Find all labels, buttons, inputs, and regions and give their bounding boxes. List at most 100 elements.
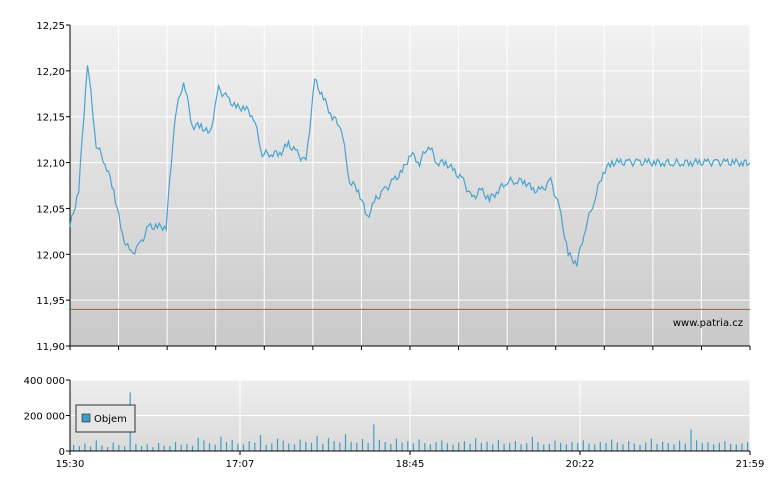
volume-bar (95, 440, 97, 451)
price-line (69, 65, 751, 267)
volume-bar (424, 443, 426, 451)
volume-bar (639, 444, 641, 451)
volume-bar (265, 444, 267, 451)
volume-bar (322, 443, 324, 451)
volume-bar (571, 441, 573, 451)
volume-bar (101, 445, 103, 451)
volume-bar (316, 435, 318, 451)
volume-bar (174, 441, 177, 451)
volume-bar (237, 443, 239, 451)
volume-bar (333, 441, 335, 451)
volume-bar (730, 443, 732, 451)
volume-bar (503, 443, 505, 451)
volume-bar (684, 443, 686, 451)
volume-bar (469, 443, 471, 451)
volume-bar (118, 445, 120, 451)
x-tick-label: 20:22 (566, 459, 595, 470)
volume-bar (90, 446, 92, 451)
volume-bar (197, 437, 199, 451)
volume-bar (537, 442, 539, 451)
volume-bar (231, 440, 233, 451)
volume-bar (673, 444, 675, 451)
volume-bar (78, 446, 80, 451)
volume-bar (271, 443, 273, 451)
volume-bar (645, 442, 647, 451)
volume-bar (378, 440, 380, 451)
price-y-axis: 12,25 12,20 12,15 12,10 12,05 12,00 11,95 11,90 (36, 21, 71, 353)
volume-y-tick-label: 400 000 (24, 376, 65, 387)
volume-bar (373, 424, 375, 451)
price-y-tick-label: 12,15 (36, 113, 65, 124)
volume-bar (390, 443, 392, 451)
volume-bar (565, 444, 567, 451)
volume-bar (492, 444, 494, 451)
volume-bar (288, 443, 290, 451)
x-tick-label: 18:45 (396, 459, 425, 470)
volume-bar (497, 440, 499, 451)
volume-bar (747, 442, 749, 451)
volume-bar (350, 441, 352, 451)
volume-bar (146, 444, 148, 451)
volume-bar (475, 438, 477, 451)
legend-swatch (81, 413, 91, 423)
volume-bar (452, 444, 454, 451)
volume-y-tick-label: 0 (59, 447, 65, 458)
volume-bar (356, 442, 358, 451)
volume-bar (305, 441, 307, 451)
volume-bar (599, 442, 601, 451)
volume-bar (594, 444, 596, 451)
volume-bar (141, 446, 143, 451)
volume-bar (582, 440, 584, 451)
volume-bar (650, 438, 652, 451)
volume-bar (480, 443, 482, 451)
price-y-tick-label: 12,20 (36, 67, 65, 78)
volume-bar (446, 443, 448, 451)
price-y-tick-label: 11,95 (36, 296, 65, 307)
volume-bar (73, 444, 75, 451)
volume-bars (73, 392, 749, 451)
volume-bar (486, 441, 488, 451)
volume-bar (656, 443, 658, 451)
volume-legend: Objem (75, 404, 136, 433)
volume-bar (458, 442, 460, 451)
volume-bar (622, 444, 624, 451)
volume-bar (152, 447, 154, 451)
volume-bar (707, 442, 709, 451)
volume-bar (718, 442, 720, 451)
volume-bar (107, 447, 109, 451)
volume-bar (514, 441, 516, 451)
volume-bar (158, 443, 160, 451)
volume-bar (220, 436, 222, 451)
volume-bar (293, 444, 296, 451)
volume-bar (361, 438, 364, 451)
watermark: www.patria.cz (673, 318, 743, 329)
volume-bar (339, 442, 341, 451)
volume-bar (254, 442, 256, 451)
volume-bar (135, 443, 137, 451)
volume-bar (384, 442, 386, 451)
volume-bar (169, 446, 171, 451)
volume-bar (560, 442, 562, 451)
volume-bar (690, 429, 692, 451)
volume-bar (191, 445, 194, 451)
price-x-tick-marks (69, 345, 751, 350)
volume-bar (633, 443, 635, 451)
volume-bar (724, 441, 726, 451)
volume-bar (84, 443, 86, 451)
volume-bar (163, 445, 165, 451)
volume-bar (407, 441, 409, 451)
volume-bar (124, 446, 126, 451)
volume-bar (605, 443, 607, 451)
volume-bar (520, 444, 522, 451)
volume-bar (276, 438, 279, 451)
volume-bar (662, 441, 664, 451)
volume-bar (531, 436, 533, 451)
legend-label: Objem (94, 414, 127, 425)
volume-bar (696, 440, 698, 451)
volume-bar (679, 440, 681, 451)
volume-bar (395, 438, 397, 451)
volume-y-tick-label: 200 000 (24, 412, 65, 423)
volume-bar (526, 443, 528, 451)
